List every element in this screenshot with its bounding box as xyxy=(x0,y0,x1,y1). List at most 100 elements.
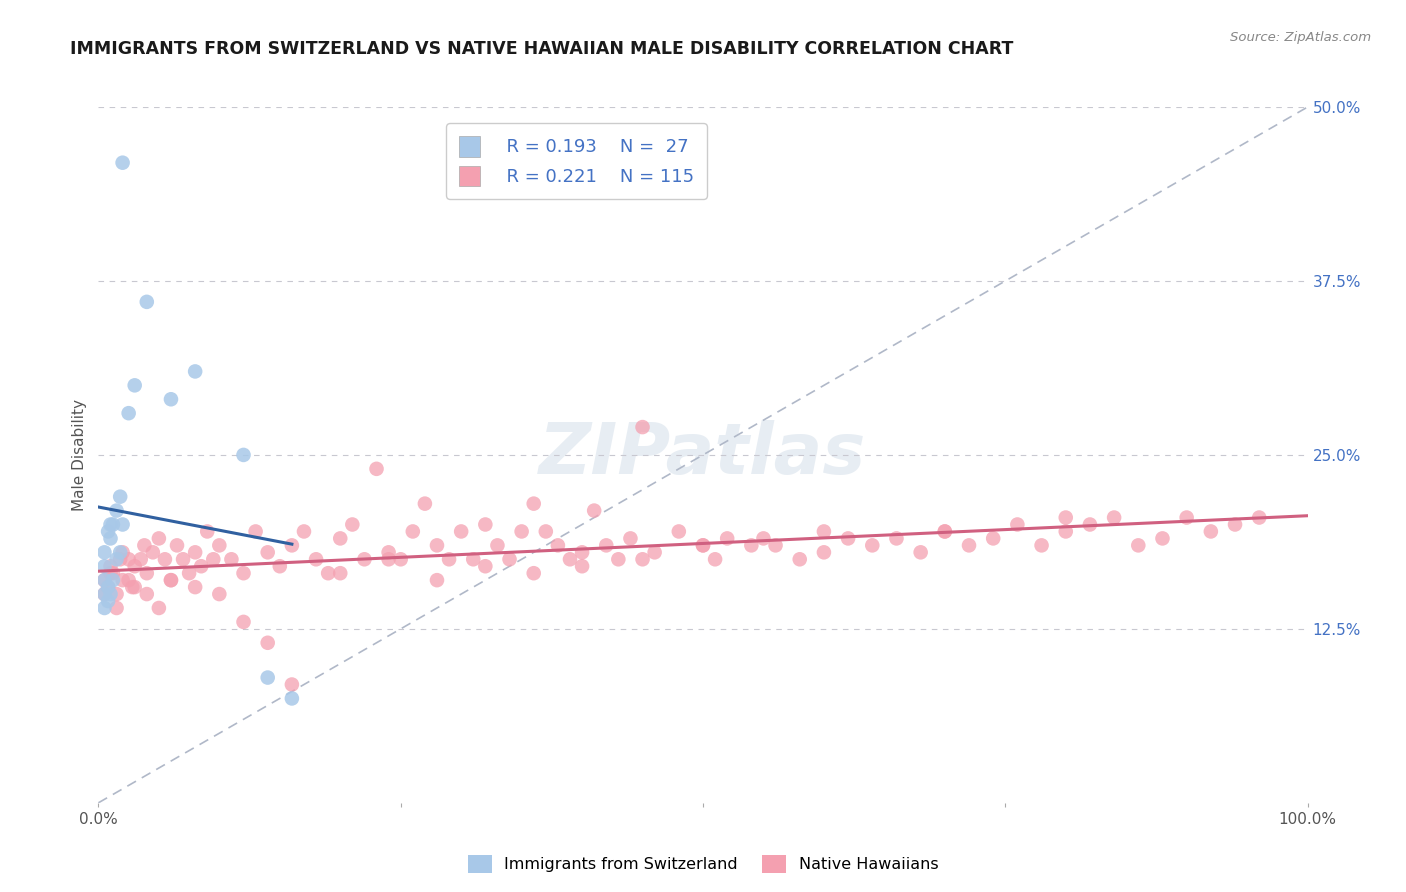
Point xyxy=(402,524,425,539)
Point xyxy=(813,545,835,559)
Point xyxy=(1078,517,1101,532)
Point xyxy=(160,392,183,407)
Point xyxy=(1031,538,1053,552)
Point xyxy=(118,552,141,566)
Point xyxy=(232,615,254,629)
Point xyxy=(208,538,231,552)
Point xyxy=(789,552,811,566)
Point xyxy=(129,552,152,566)
Point xyxy=(101,573,124,587)
Point xyxy=(142,545,165,559)
Point xyxy=(93,573,115,587)
Point xyxy=(668,524,690,539)
Point xyxy=(450,524,472,539)
Point xyxy=(166,538,188,552)
Point xyxy=(813,524,835,539)
Point xyxy=(105,552,128,566)
Point xyxy=(1249,510,1271,524)
Point xyxy=(389,552,412,566)
Point xyxy=(134,538,156,552)
Point xyxy=(97,580,120,594)
Point xyxy=(108,545,131,559)
Point xyxy=(108,552,131,566)
Point xyxy=(184,580,207,594)
Text: ZIPatlas: ZIPatlas xyxy=(540,420,866,490)
Point xyxy=(523,566,546,581)
Point xyxy=(910,545,932,559)
Point xyxy=(353,552,375,566)
Point xyxy=(195,524,218,539)
Point xyxy=(957,538,980,552)
Point xyxy=(148,532,170,546)
Point xyxy=(179,566,201,581)
Point xyxy=(93,587,115,601)
Point xyxy=(1199,524,1222,539)
Point xyxy=(498,552,520,566)
Point xyxy=(93,545,115,559)
Point xyxy=(93,573,115,587)
Point xyxy=(595,538,617,552)
Point xyxy=(631,420,654,434)
Point xyxy=(292,524,315,539)
Point xyxy=(1007,517,1029,532)
Point xyxy=(100,566,122,581)
Legend:   R = 0.193    N =  27,   R = 0.221    N = 115: R = 0.193 N = 27, R = 0.221 N = 115 xyxy=(446,123,707,199)
Point xyxy=(534,524,557,539)
Point xyxy=(269,559,291,574)
Point xyxy=(172,552,194,566)
Point xyxy=(619,532,641,546)
Point xyxy=(135,566,157,581)
Point xyxy=(100,587,122,601)
Point xyxy=(523,497,546,511)
Point xyxy=(486,538,509,552)
Point xyxy=(281,538,304,552)
Point xyxy=(101,517,124,532)
Point xyxy=(97,580,120,594)
Point xyxy=(184,364,207,378)
Point xyxy=(111,155,134,169)
Point xyxy=(97,594,120,608)
Point xyxy=(124,580,146,594)
Point xyxy=(1152,532,1174,546)
Point xyxy=(124,559,146,574)
Point xyxy=(118,406,141,420)
Point xyxy=(93,587,115,601)
Point xyxy=(377,545,399,559)
Text: Source: ZipAtlas.com: Source: ZipAtlas.com xyxy=(1230,31,1371,45)
Point xyxy=(631,552,654,566)
Point xyxy=(740,538,762,552)
Point xyxy=(934,524,956,539)
Point xyxy=(111,517,134,532)
Point xyxy=(765,538,787,552)
Point xyxy=(256,545,278,559)
Y-axis label: Male Disability: Male Disability xyxy=(72,399,87,511)
Point xyxy=(1223,517,1246,532)
Point xyxy=(860,538,883,552)
Point xyxy=(100,559,122,574)
Point xyxy=(100,517,122,532)
Point xyxy=(190,559,212,574)
Point xyxy=(716,532,738,546)
Point xyxy=(426,573,449,587)
Legend: Immigrants from Switzerland, Native Hawaiians: Immigrants from Switzerland, Native Hawa… xyxy=(461,848,945,880)
Point xyxy=(124,378,146,392)
Point xyxy=(1175,510,1198,524)
Point xyxy=(245,524,267,539)
Point xyxy=(886,532,908,546)
Point xyxy=(316,566,339,581)
Point xyxy=(366,462,388,476)
Point xyxy=(281,677,304,691)
Point xyxy=(153,552,176,566)
Text: IMMIGRANTS FROM SWITZERLAND VS NATIVE HAWAIIAN MALE DISABILITY CORRELATION CHART: IMMIGRANTS FROM SWITZERLAND VS NATIVE HA… xyxy=(70,40,1014,58)
Point xyxy=(1054,524,1077,539)
Point xyxy=(256,671,278,685)
Point xyxy=(547,538,569,552)
Point xyxy=(329,532,352,546)
Point xyxy=(692,538,714,552)
Point xyxy=(221,552,243,566)
Point xyxy=(160,573,183,587)
Point xyxy=(100,532,122,546)
Point xyxy=(1128,538,1150,552)
Point xyxy=(202,552,225,566)
Point xyxy=(281,691,304,706)
